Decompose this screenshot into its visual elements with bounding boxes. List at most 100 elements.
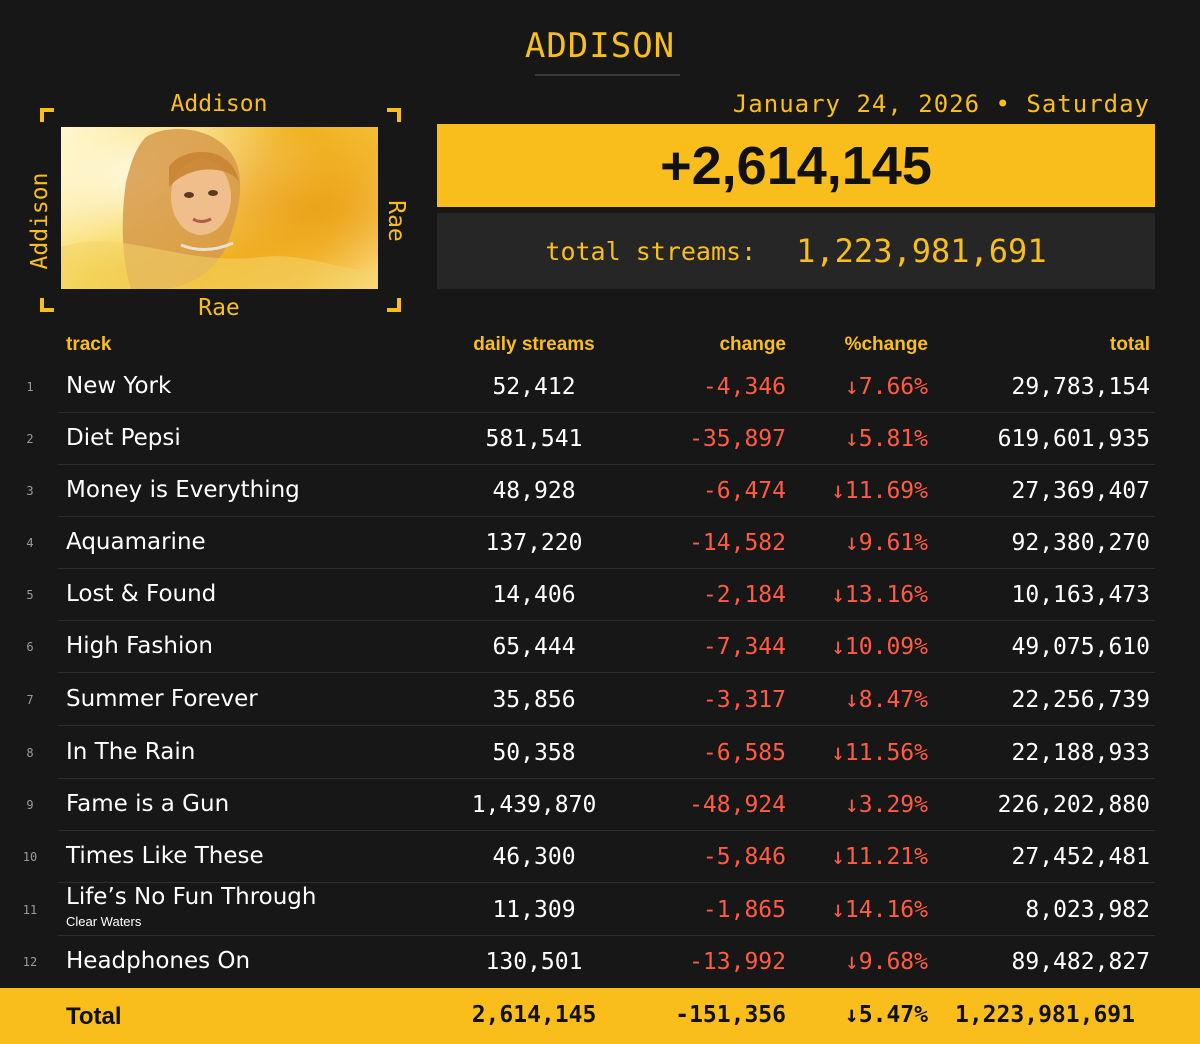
daily-streams: 65,444 <box>492 634 576 660</box>
row-divider <box>58 725 1155 726</box>
table-row: 8 In The Rain 50,358 -6,585 ↓11.56% 22,1… <box>0 727 1200 779</box>
total-streams: 22,256,739 <box>1011 687 1150 713</box>
track-title: Headphones On <box>66 948 251 974</box>
frame-corner-bottom-right <box>387 298 401 312</box>
row-rank: 4 <box>26 536 34 550</box>
row-divider <box>58 412 1155 413</box>
daily-change: -7,344 <box>702 634 786 660</box>
frame-label-top: Addison <box>170 91 268 117</box>
frame-corner-bottom-left <box>40 298 54 312</box>
frame-label-bottom: Rae <box>198 295 240 321</box>
total-streams: 8,023,982 <box>1025 897 1150 923</box>
table-row: 12 Headphones On 130,501 -13,992 ↓9.68% … <box>0 936 1200 988</box>
artist-photo-art <box>61 127 378 289</box>
daily-streams: 11,309 <box>492 897 576 923</box>
row-rank: 1 <box>26 380 34 394</box>
track-title: Money is Everything <box>66 477 300 503</box>
total-streams-panel: total streams: 1,223,981,691 <box>437 213 1155 289</box>
total-streams: 226,202,880 <box>997 792 1150 818</box>
row-rank: 3 <box>26 484 34 498</box>
daily-streams: 52,412 <box>492 374 576 400</box>
track-title: Diet Pepsi <box>66 425 181 451</box>
totals-row: Total 2,614,145 -151,356 ↓5.47% 1,223,98… <box>0 988 1200 1044</box>
row-divider <box>58 882 1155 883</box>
row-rank: 8 <box>26 746 34 760</box>
row-divider <box>58 464 1155 465</box>
table-row: 7 Summer Forever 35,856 -3,317 ↓8.47% 22… <box>0 674 1200 726</box>
artist-photo <box>61 127 378 289</box>
track-title: In The Rain <box>66 739 196 765</box>
daily-change: -6,474 <box>702 478 786 504</box>
track-title: New York <box>66 373 172 399</box>
daily-change: -35,897 <box>689 426 786 452</box>
table-row: 10 Times Like These 46,300 -5,846 ↓11.21… <box>0 831 1200 883</box>
track-title: Aquamarine <box>66 529 206 555</box>
total-streams-value: 1,223,981,691 <box>796 232 1047 270</box>
daily-streams: 137,220 <box>485 530 583 556</box>
row-divider <box>58 778 1155 779</box>
daily-streams: 46,300 <box>492 844 576 870</box>
daily-streams: 35,856 <box>492 687 576 713</box>
totals-change: -151,356 <box>675 1002 786 1028</box>
totals-total-streams: 1,223,981,691 <box>954 1002 1135 1028</box>
table-row: 5 Lost & Found 14,406 -2,184 ↓13.16% 10,… <box>0 569 1200 621</box>
title-underline <box>535 74 680 76</box>
pct-change: ↓13.16% <box>831 582 928 608</box>
total-streams: 89,482,827 <box>1011 949 1150 975</box>
row-divider <box>58 935 1155 936</box>
row-rank: 5 <box>26 588 34 602</box>
daily-streams: 50,358 <box>492 740 576 766</box>
daily-streams: 130,501 <box>485 949 583 975</box>
row-divider <box>58 672 1155 673</box>
daily-streams: 581,541 <box>485 426 583 452</box>
daily-change: -1,865 <box>702 897 786 923</box>
track-title: Fame is a Gun <box>66 791 230 817</box>
daily-streams: 1,439,870 <box>471 792 597 818</box>
pct-change: ↓8.47% <box>844 687 928 713</box>
totals-pct-change: ↓5.47% <box>844 1002 928 1028</box>
row-rank: 9 <box>26 798 34 812</box>
row-divider <box>58 568 1155 569</box>
daily-change: -6,585 <box>702 740 786 766</box>
date-label: January 24, 2026 • Saturday <box>732 90 1150 118</box>
pct-change: ↓5.81% <box>844 426 928 452</box>
pct-change: ↓9.68% <box>844 949 928 975</box>
table-row: 3 Money is Everything 48,928 -6,474 ↓11.… <box>0 465 1200 517</box>
track-title: Lost & Found <box>66 581 217 607</box>
daily-change: -14,582 <box>689 530 786 556</box>
total-streams: 22,188,933 <box>1011 740 1150 766</box>
daily-change: -4,346 <box>702 374 786 400</box>
row-rank: 11 <box>22 903 38 917</box>
frame-corner-top-right <box>387 108 401 122</box>
frame-label-right: Rae <box>383 200 409 242</box>
page-title: ADDISON <box>524 26 676 66</box>
total-streams: 27,369,407 <box>1011 478 1150 504</box>
pct-change: ↓10.09% <box>831 634 928 660</box>
track-title: Summer Forever <box>66 686 258 712</box>
total-streams-label: total streams: <box>545 236 757 266</box>
table-row: 2 Diet Pepsi 581,541 -35,897 ↓5.81% 619,… <box>0 413 1200 465</box>
pct-change: ↓11.69% <box>831 478 928 504</box>
table-row: 1 New York 52,412 -4,346 ↓7.66% 29,783,1… <box>0 361 1200 413</box>
header-change: change <box>719 334 786 355</box>
daily-streams: 48,928 <box>492 478 576 504</box>
track-title: Life’s No Fun Through <box>66 884 317 910</box>
pct-change: ↓9.61% <box>844 530 928 556</box>
header-daily-streams: daily streams <box>473 334 595 355</box>
table-row: 4 Aquamarine 137,220 -14,582 ↓9.61% 92,3… <box>0 517 1200 569</box>
pct-change: ↓3.29% <box>844 792 928 818</box>
row-divider <box>58 516 1155 517</box>
pct-change: ↓11.21% <box>831 844 928 870</box>
totals-daily-streams: 2,614,145 <box>471 1002 597 1028</box>
daily-change: -13,992 <box>689 949 786 975</box>
row-rank: 12 <box>22 955 38 969</box>
frame-label-left: Addison <box>27 172 53 270</box>
table-row: 11 Life’s No Fun Through Clear Waters 11… <box>0 884 1200 936</box>
header-track: track <box>66 334 112 355</box>
daily-change: -5,846 <box>702 844 786 870</box>
frame-corner-top-left <box>40 108 54 122</box>
total-streams: 10,163,473 <box>1011 582 1150 608</box>
table-row: 9 Fame is a Gun 1,439,870 -48,924 ↓3.29%… <box>0 779 1200 831</box>
row-divider <box>58 620 1155 621</box>
table-row: 6 High Fashion 65,444 -7,344 ↓10.09% 49,… <box>0 621 1200 673</box>
